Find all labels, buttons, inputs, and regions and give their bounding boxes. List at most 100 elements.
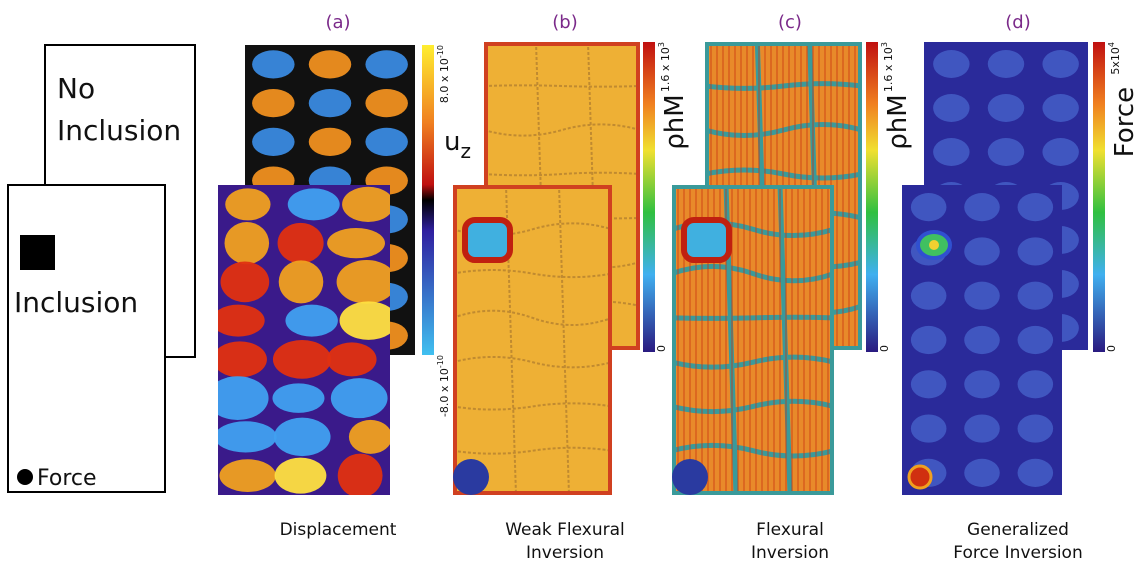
- inclusion-core: [929, 240, 939, 250]
- panels: (a)8.0 x 10-10-8.0 x 10-10uzDisplacement…: [218, 12, 1135, 563]
- quantity: u: [444, 127, 460, 157]
- field-blob: [964, 458, 1000, 487]
- field-blob: [964, 193, 1000, 222]
- field-blob: [252, 50, 295, 79]
- inclusion-icon: [20, 235, 55, 270]
- field-blob: [964, 281, 1000, 310]
- field-blob: [339, 301, 390, 340]
- panel: (b) 1.6 x 103 0 ρhM Weak Flexural Inversion: [453, 12, 690, 563]
- field-line: [453, 446, 612, 455]
- field-blob: [337, 453, 383, 495]
- field-blob: [218, 304, 265, 337]
- panel-caption: Displacement: [280, 520, 397, 540]
- panel-caption: Generalized: [967, 520, 1069, 540]
- field-blob: [252, 127, 295, 156]
- colorbar-tick-label: 5x104: [1107, 42, 1122, 75]
- field-blob: [964, 237, 1000, 266]
- field-blob: [285, 304, 338, 337]
- field-line: [777, 185, 793, 495]
- inclusion-label: Inclusion: [14, 286, 138, 319]
- field-blob: [224, 222, 270, 265]
- field-blob: [327, 227, 385, 259]
- colorbar-quantity: ρhM: [660, 94, 690, 149]
- colorbar-tick-label: 0: [1105, 345, 1118, 352]
- force-icon: [17, 469, 33, 485]
- field-line: [453, 402, 612, 411]
- field-blob: [272, 383, 325, 413]
- panel: (c) 1.6 x 103 0 ρhM Flexural Inversion: [672, 12, 913, 563]
- field-line: [558, 185, 570, 495]
- field-blob: [348, 419, 390, 454]
- panel-label: (b): [552, 12, 577, 33]
- field-blob: [330, 378, 388, 419]
- no-inclusion-label: Inclusion: [57, 114, 181, 147]
- panel: (d) 5x104 0 Force Generalized Force Inversion: [902, 12, 1135, 563]
- field-blob: [220, 261, 270, 303]
- panel-label: (c): [778, 12, 802, 33]
- field-blob: [365, 127, 408, 156]
- colorbar-quantity: Force: [1110, 87, 1135, 157]
- field-blob: [342, 186, 390, 222]
- inclusion-box: [7, 184, 166, 493]
- field-line: [453, 269, 612, 279]
- field-blob: [910, 325, 947, 355]
- colorbar-tick-label: 1.6 x 103: [657, 42, 672, 92]
- panel-label: (d): [1005, 12, 1030, 33]
- field-line: [484, 171, 640, 177]
- field-blob: [219, 459, 276, 492]
- field-blob: [277, 222, 324, 264]
- tick-exponent: -10: [436, 355, 445, 368]
- field-line: [453, 222, 612, 237]
- field-blob: [964, 325, 1000, 355]
- quantity-subscript: z: [460, 139, 471, 163]
- tick-mantissa: 8.0 x 10: [438, 58, 451, 103]
- field-blob: [336, 260, 390, 304]
- colorbar-quantity: ρhM: [883, 94, 913, 149]
- field-blob: [274, 457, 327, 494]
- field-blob: [910, 193, 947, 222]
- field-blob: [308, 50, 352, 79]
- no-inclusion-label: No: [57, 72, 95, 105]
- field-blob: [365, 50, 408, 79]
- colorbar: [1093, 42, 1105, 352]
- field-blob: [1042, 94, 1079, 122]
- field-line: [453, 309, 612, 326]
- field-blob: [933, 50, 970, 78]
- field-border: [453, 185, 612, 495]
- field-blob: [225, 188, 271, 221]
- panel-label: (a): [325, 12, 350, 33]
- field-line: [484, 84, 640, 88]
- panel-caption: Inversion: [751, 543, 829, 563]
- tick-mantissa: -8.0 x 10: [438, 368, 451, 417]
- panel-caption: Inversion: [526, 543, 604, 563]
- field-blob: [987, 50, 1025, 78]
- field-pattern: [453, 185, 612, 495]
- field-blob: [933, 138, 970, 166]
- field-blob: [308, 127, 352, 156]
- tick-exponent: 3: [657, 42, 666, 47]
- field-blob: [910, 414, 947, 443]
- force-label: Force: [37, 466, 97, 491]
- field-pattern: [672, 185, 834, 495]
- field-blob: [218, 421, 277, 453]
- field-blob: [218, 376, 269, 420]
- field-blob: [1017, 325, 1054, 355]
- inclusion-mark: [462, 217, 513, 263]
- field-blob: [1017, 237, 1054, 266]
- colorbar: [866, 42, 878, 352]
- field-blob: [987, 94, 1025, 122]
- tick-exponent: -10: [436, 45, 445, 58]
- field-blob: [365, 89, 408, 118]
- colorbar-tick-label: 1.6 x 103: [880, 42, 895, 92]
- colorbar-tick-label: 8.0 x 10-10: [436, 45, 451, 103]
- force-mark: [453, 459, 489, 495]
- field-blob: [1042, 50, 1079, 78]
- panel-caption: Force Inversion: [953, 543, 1082, 563]
- field-blob: [1017, 458, 1054, 487]
- field-pattern: [218, 186, 390, 495]
- tick-exponent: 3: [880, 42, 889, 47]
- field-blob: [252, 89, 295, 118]
- colorbar-tick-label: 0: [878, 345, 891, 352]
